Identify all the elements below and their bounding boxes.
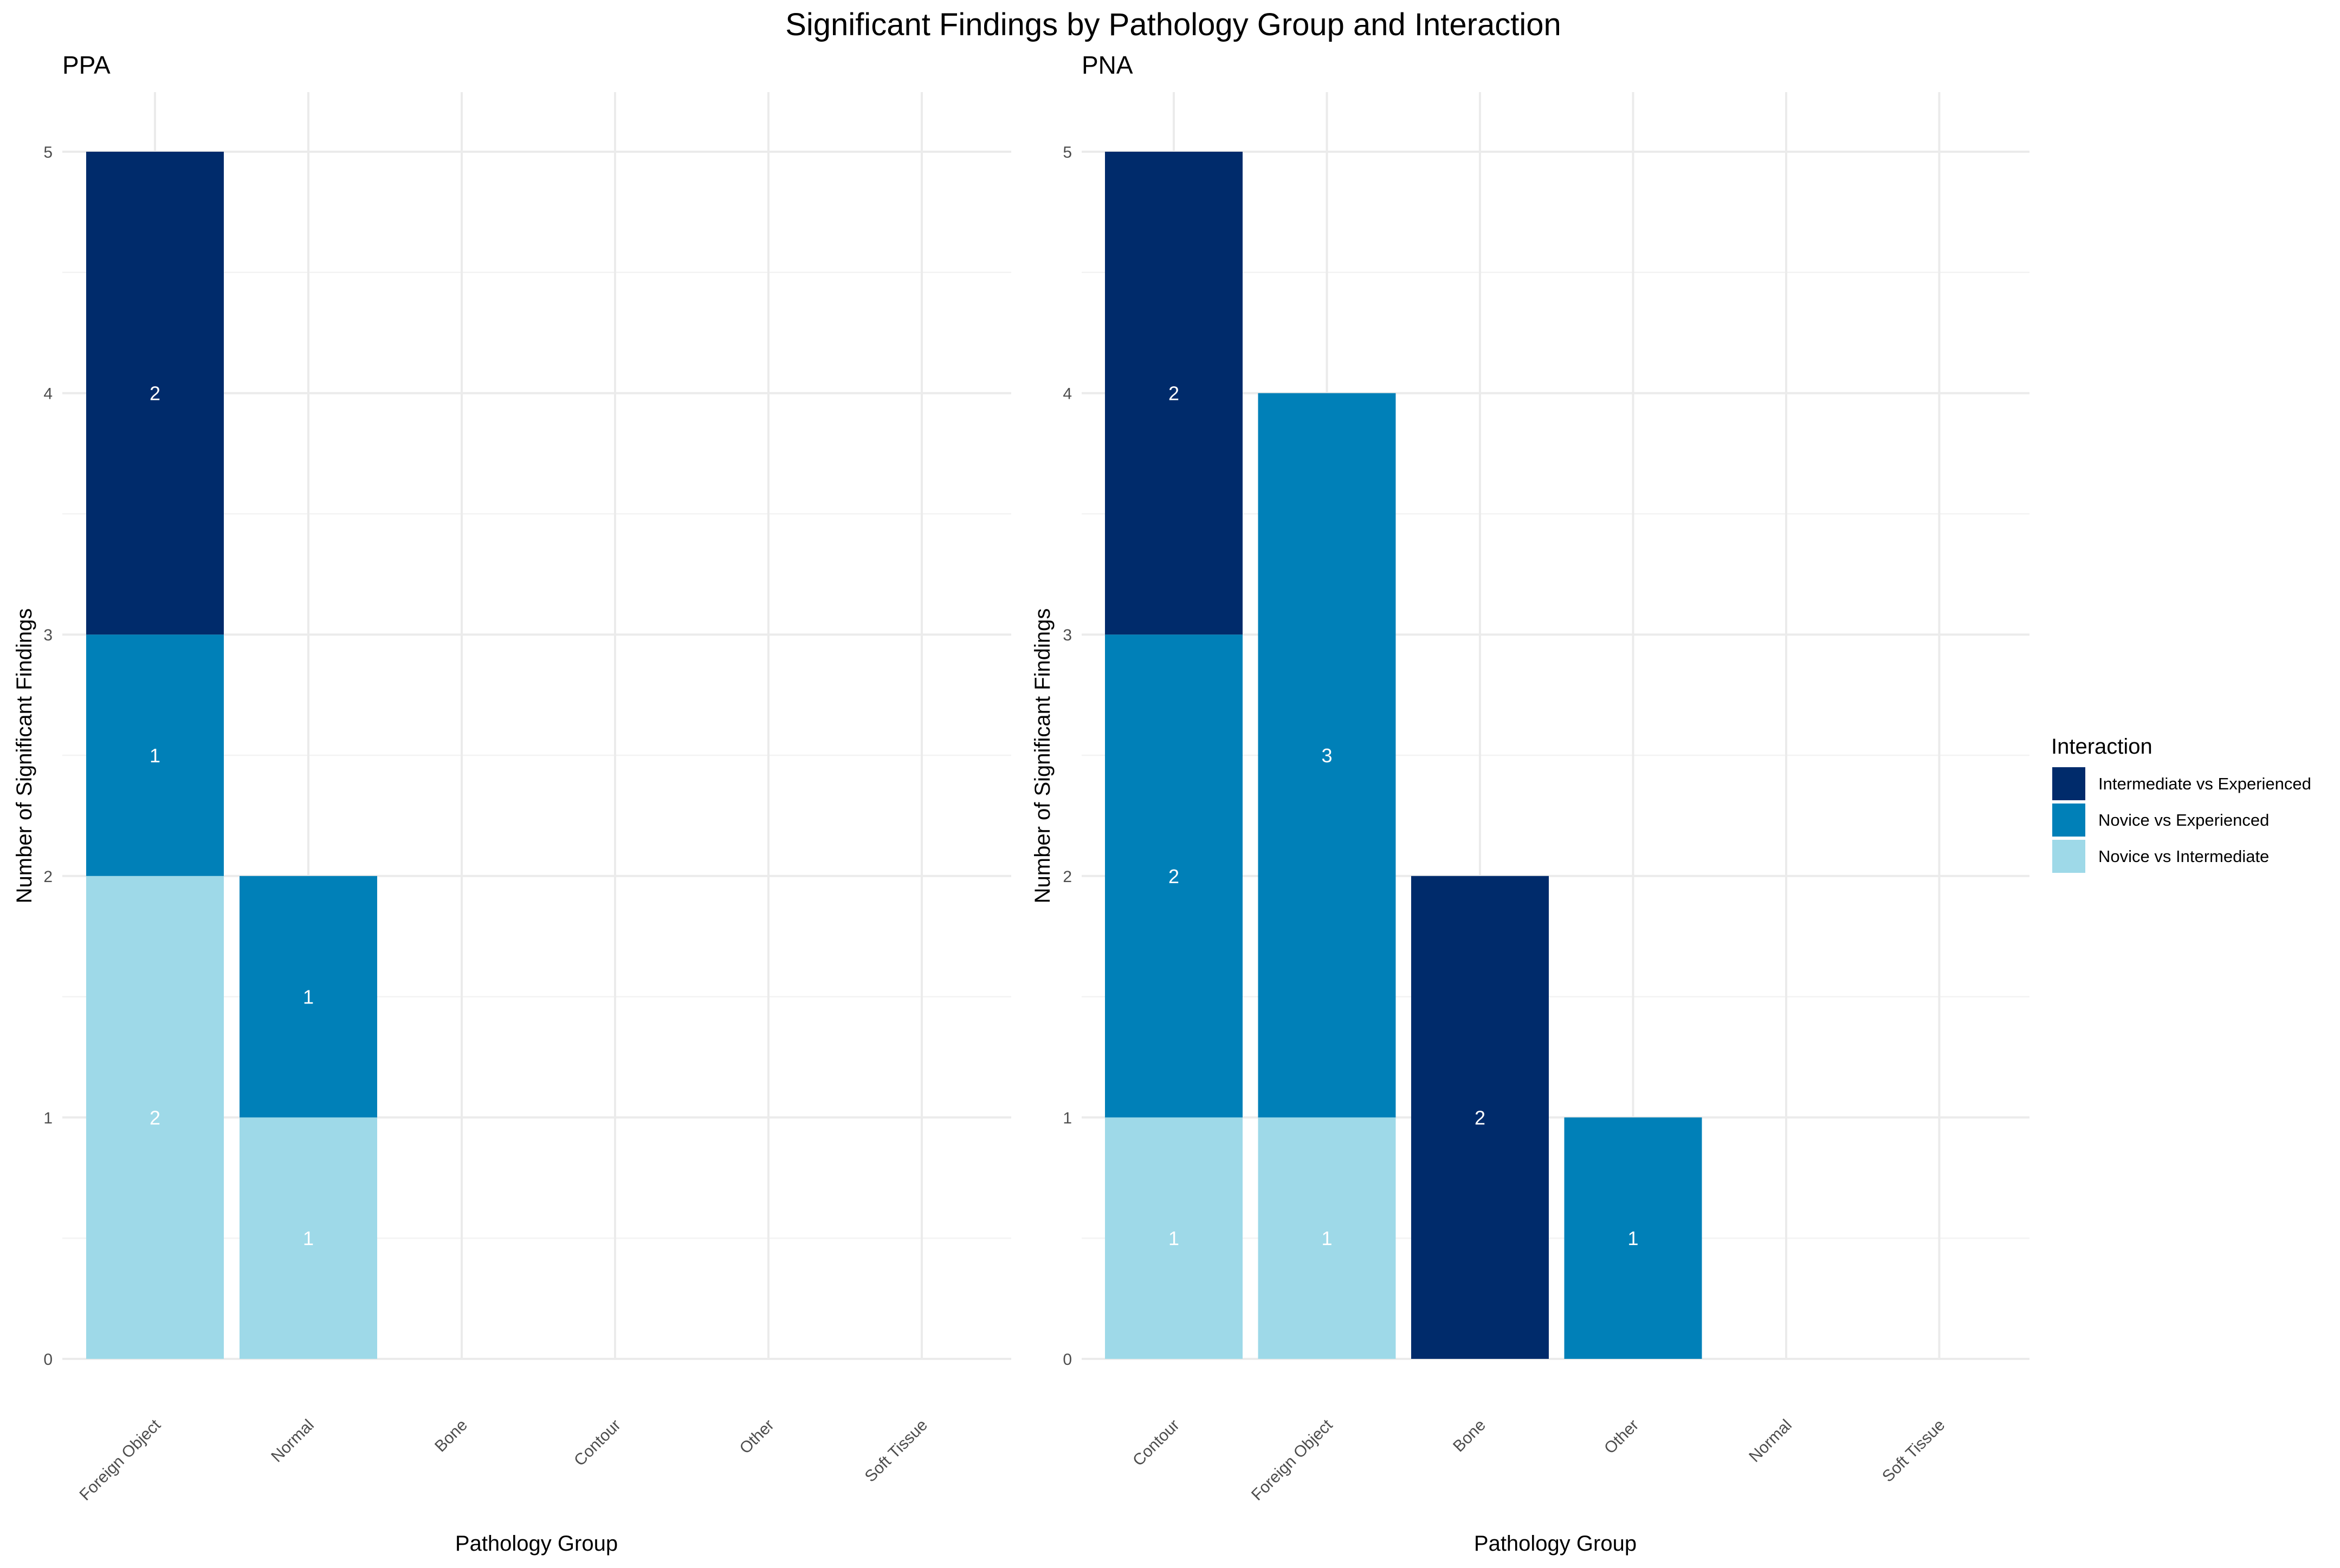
bar-segment-novice-vs-experienced xyxy=(1564,1117,1702,1359)
x-tick-label: Contour xyxy=(1129,1416,1183,1470)
legend-entry-label: Novice vs Intermediate xyxy=(2098,847,2269,866)
bar-value-label: 1 xyxy=(1627,1227,1638,1249)
bar-value-label: 1 xyxy=(1168,1227,1179,1249)
x-tick-label: Bone xyxy=(431,1416,471,1456)
panel-ppa: PPA Pathology Group Number of Significan… xyxy=(12,51,1011,1556)
bar-value-label: 1 xyxy=(150,744,160,767)
bar-value-label: 1 xyxy=(303,986,314,1008)
bar-value-label: 1 xyxy=(303,1227,314,1249)
bar-value-label: 2 xyxy=(150,383,160,405)
bar-value-label: 3 xyxy=(1321,744,1332,767)
legend: Interaction Intermediate vs Experienced N… xyxy=(2051,735,2311,873)
y-tick-label: 3 xyxy=(1063,626,1072,644)
x-tick-label: Soft Tissue xyxy=(862,1416,931,1486)
bar-segment-novice-vs-intermediate xyxy=(1258,1117,1396,1359)
bar-segment-novice-vs-experienced xyxy=(1105,634,1243,1118)
bar-value-label: 2 xyxy=(150,1106,160,1129)
x-tick-label: Normal xyxy=(1746,1416,1795,1466)
x-tick-label: Contour xyxy=(571,1416,624,1470)
legend-key xyxy=(2052,804,2085,837)
chart-title: Significant Findings by Pathology Group … xyxy=(785,7,1561,42)
legend-entry-label: Intermediate vs Experienced xyxy=(2098,774,2311,793)
y-tick-label: 5 xyxy=(1063,144,1072,161)
bar-value-label: 2 xyxy=(1168,383,1179,405)
bar-segment-novice-vs-experienced xyxy=(86,634,224,876)
y-tick-label: 4 xyxy=(43,385,53,403)
bar-segment-intermediate-vs-experienced xyxy=(1105,152,1243,635)
bar-segment-novice-vs-intermediate xyxy=(240,1117,377,1359)
bar-segment-novice-vs-intermediate xyxy=(86,876,224,1359)
bar-segment-novice-vs-experienced xyxy=(240,876,377,1118)
y-tick-label: 2 xyxy=(1063,868,1072,886)
panel-title: PPA xyxy=(62,51,111,79)
x-axis-label: Pathology Group xyxy=(1474,1532,1637,1556)
x-axis-label: Pathology Group xyxy=(455,1532,618,1556)
y-axis-label: Number of Significant Findings xyxy=(1031,608,1055,904)
y-tick-label: 5 xyxy=(43,144,53,161)
legend-title: Interaction xyxy=(2051,735,2152,759)
y-tick-label: 1 xyxy=(1063,1109,1072,1127)
y-tick-label: 0 xyxy=(1063,1351,1072,1369)
y-tick-label: 0 xyxy=(43,1351,53,1369)
y-tick-label: 3 xyxy=(43,626,53,644)
bar-value-label: 2 xyxy=(1475,1106,1485,1129)
x-tick-label: Normal xyxy=(268,1416,318,1466)
x-tick-label: Foreign Object xyxy=(76,1416,164,1504)
x-tick-label: Foreign Object xyxy=(1248,1416,1336,1504)
bar-value-label: 1 xyxy=(1321,1227,1332,1249)
panel-pna: PNA Pathology Group Number of Significan… xyxy=(1031,51,2029,1556)
bar-segment-intermediate-vs-experienced xyxy=(86,152,224,635)
bar-segment-novice-vs-intermediate xyxy=(1105,1117,1243,1359)
y-tick-label: 4 xyxy=(1063,385,1072,403)
x-tick-label: Bone xyxy=(1450,1416,1489,1456)
y-tick-label: 1 xyxy=(43,1109,53,1127)
x-tick-label: Other xyxy=(736,1416,778,1457)
panel-title: PNA xyxy=(1082,51,1133,79)
legend-key xyxy=(2052,767,2085,800)
bar-value-label: 2 xyxy=(1168,865,1179,887)
bar-segment-novice-vs-experienced xyxy=(1258,393,1396,1118)
bar-segment-intermediate-vs-experienced xyxy=(1411,876,1549,1359)
x-tick-label: Soft Tissue xyxy=(1879,1416,1948,1486)
legend-entry-label: Novice vs Experienced xyxy=(2098,811,2269,830)
bar-group: 2 1 2 1 1 xyxy=(86,152,377,1359)
legend-key xyxy=(2052,840,2085,873)
bar-group: 1 2 2 1 3 2 1 xyxy=(1105,152,1702,1359)
y-tick-label: 2 xyxy=(43,868,53,886)
y-axis-label: Number of Significant Findings xyxy=(12,608,36,904)
x-tick-label: Other xyxy=(1601,1416,1642,1457)
